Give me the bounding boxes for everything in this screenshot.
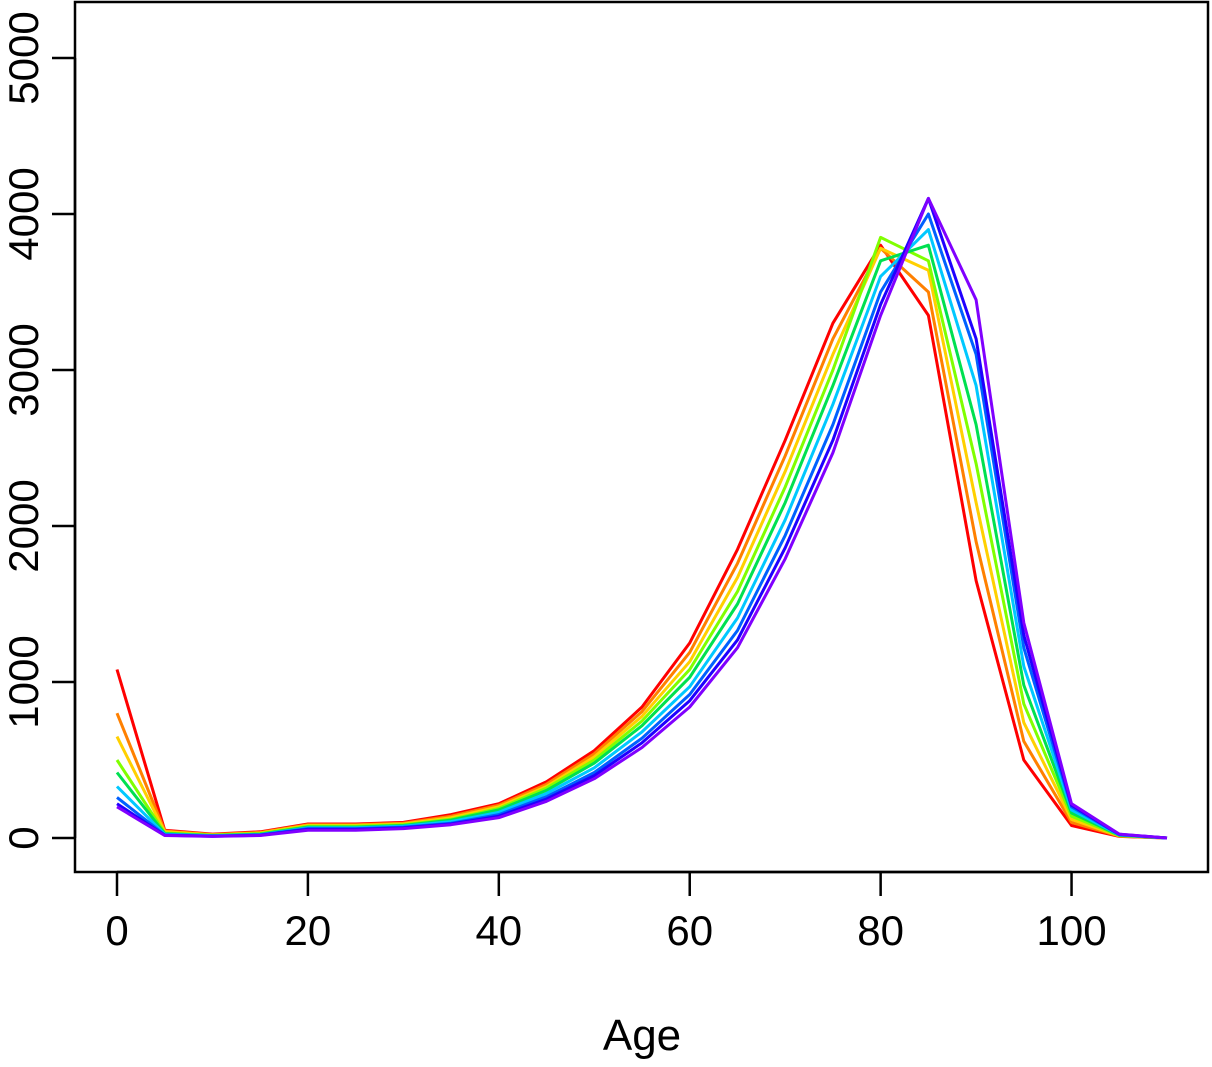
x-tick-label: 60 <box>666 907 713 954</box>
x-axis: 0 20 40 60 80 100 <box>105 870 1107 954</box>
x-tick-label: 0 <box>105 907 128 954</box>
y-axis: 0 1000 2000 3000 4000 5000 <box>0 11 77 850</box>
x-axis-title: Age <box>603 1011 681 1060</box>
x-tick-label: 40 <box>475 907 522 954</box>
y-tick-label: 0 <box>0 826 47 849</box>
series-line-violet <box>116 196 1168 840</box>
x-tick-label: 100 <box>1037 907 1107 954</box>
y-tick-label: 4000 <box>0 167 47 260</box>
y-tick-label: 5000 <box>0 11 47 104</box>
y-tick-label: 1000 <box>0 635 47 728</box>
y-tick-label: 2000 <box>0 479 47 572</box>
x-tick-label: 80 <box>857 907 904 954</box>
series-layer <box>115 196 1168 840</box>
x-tick-label: 20 <box>285 907 332 954</box>
y-tick-label: 3000 <box>0 323 47 416</box>
